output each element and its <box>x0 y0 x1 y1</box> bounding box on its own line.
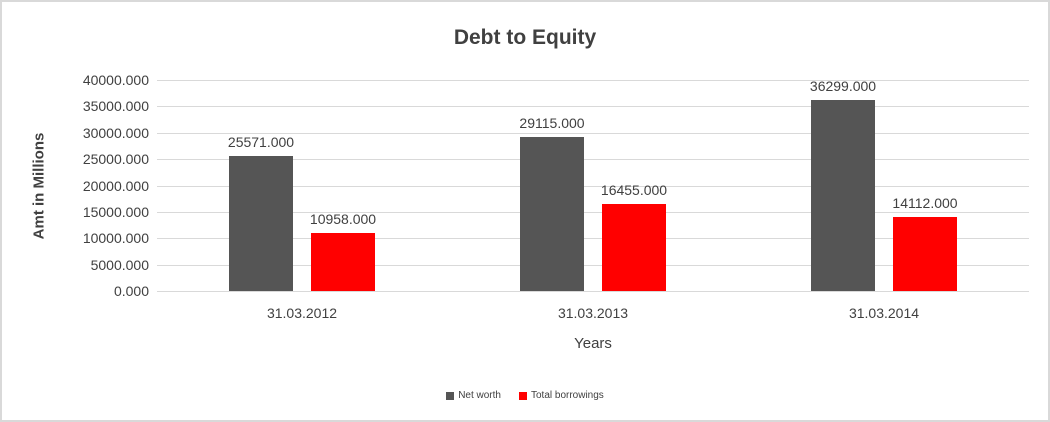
bar-total-borrowings-31-03-2014 <box>893 217 957 291</box>
bar-total-borrowings-31-03-2012 <box>311 233 375 291</box>
y-tick-label: 15000.000 <box>82 204 149 220</box>
data-label-total-borrowings-31-03-2014: 14112.000 <box>892 195 958 211</box>
data-label-net-worth-31-03-2013: 29115.000 <box>519 115 585 131</box>
x-axis-title: Years <box>574 335 612 352</box>
legend-label-total-borrowings: Total borrowings <box>530 390 604 401</box>
y-tick-label: 10000.000 <box>82 230 149 246</box>
y-tick-label: 35000.000 <box>82 98 149 114</box>
gridline <box>157 265 1029 266</box>
y-tick-label: 40000.000 <box>82 72 149 88</box>
gridline <box>157 133 1029 134</box>
gridline <box>157 212 1029 213</box>
gridline <box>157 186 1029 187</box>
y-tick-label: 20000.000 <box>82 178 149 194</box>
y-tick-label: 30000.000 <box>82 125 149 141</box>
legend-swatch-total-borrowings <box>518 391 527 400</box>
y-tick-label: 5000.000 <box>90 257 149 273</box>
legend-swatch-net-worth <box>446 391 455 400</box>
x-axis-line <box>157 291 1029 292</box>
gridline <box>157 106 1029 107</box>
data-label-total-borrowings-31-03-2012: 10958.000 <box>309 211 377 227</box>
bar-net-worth-31-03-2014 <box>811 100 875 291</box>
gridline <box>157 80 1029 81</box>
legend-label-net-worth: Net worth <box>458 390 501 401</box>
chart-legend: Net worth Total borrowings <box>2 390 1048 401</box>
x-tick-label-31-03-2013: 31.03.2013 <box>557 305 629 321</box>
y-tick-label: 25000.000 <box>82 151 149 167</box>
bar-net-worth-31-03-2012 <box>229 156 293 291</box>
bar-total-borrowings-31-03-2013 <box>602 204 666 291</box>
data-label-net-worth-31-03-2014: 36299.000 <box>809 78 877 94</box>
x-tick-label-31-03-2012: 31.03.2012 <box>266 305 338 321</box>
legend-item-net-worth: Net worth <box>446 390 501 401</box>
gridline <box>157 238 1029 239</box>
x-tick-label-31-03-2014: 31.03.2014 <box>848 305 920 321</box>
legend-item-total-borrowings: Total borrowings <box>518 390 604 401</box>
data-label-total-borrowings-31-03-2013: 16455.000 <box>600 182 668 198</box>
bar-net-worth-31-03-2013 <box>520 137 584 291</box>
y-tick-label: 0.000 <box>113 283 149 299</box>
chart-title: Debt to Equity <box>453 26 597 49</box>
data-label-net-worth-31-03-2012: 25571.000 <box>227 134 295 150</box>
gridline <box>157 159 1029 160</box>
